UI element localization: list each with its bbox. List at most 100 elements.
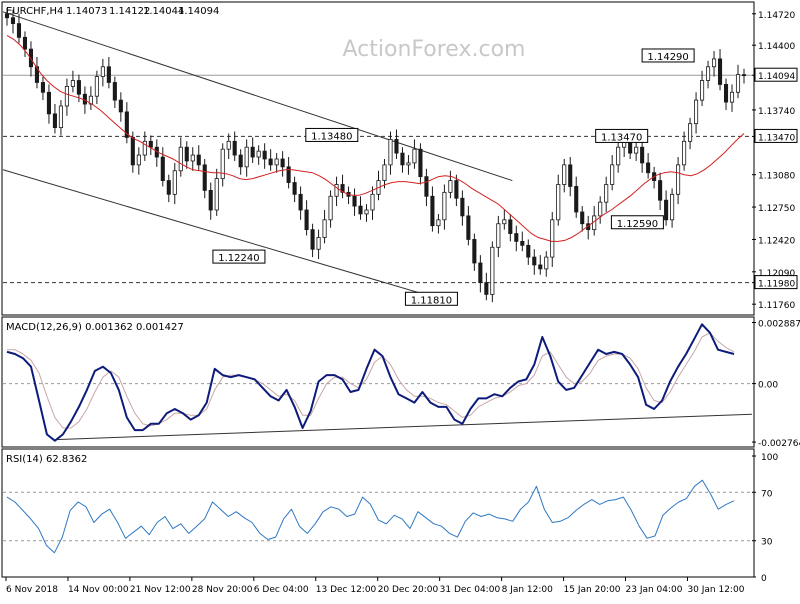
price-candle [484,272,489,301]
candle-body [394,138,399,154]
candle-body [711,58,717,68]
candle-body [250,146,255,158]
price-candle [244,139,249,177]
price-candle [466,206,471,246]
candle-body [130,137,135,166]
price-candle [58,100,63,136]
price-candle [112,76,117,108]
price-candle [723,78,729,110]
price-candle [418,143,423,185]
tick-label: 0.00 [758,381,778,391]
candle-body [340,184,345,193]
candle-body [670,193,675,221]
price-y-tick: 1.13470 [752,128,798,143]
x-axis-tick: 28 Nov 20:00 [191,577,253,595]
candle-body [418,148,423,178]
candle-body [616,146,621,166]
price-candle [190,147,195,171]
price-candle [610,155,615,191]
candle-body [700,80,705,101]
price-candle [274,153,279,173]
header-open: 1.14073 [66,6,107,17]
candle-body [58,105,63,128]
price-candle [454,174,459,207]
candle-body [178,146,183,172]
price-candle [4,7,10,26]
price-candle [436,213,441,234]
candle-body [94,76,99,97]
candle-body [22,36,28,50]
candle-body [118,99,123,113]
macd-panel-frame [1,316,755,448]
tick-label: -0.002764 [758,439,800,449]
candle-body [478,262,483,284]
candle-body [442,191,447,221]
candle-body [298,193,303,211]
candle-body [292,182,297,195]
tick-box [754,128,798,143]
candle-body [34,66,40,83]
price-candle [424,168,429,207]
annotation-box [610,215,664,230]
price-candle [700,70,705,107]
price-candle [94,70,99,105]
candle-body [64,85,69,107]
price-candle [688,117,693,150]
candle-body [364,209,369,215]
price-y-tick: 1.13740 [752,107,795,117]
tick-label: 1.14720 [758,11,795,21]
price-candle [706,60,711,89]
price-annotation: 1.13470 [595,128,649,143]
price-candle [586,215,591,240]
tick-label: 21 Nov 12:00 [130,585,191,595]
price-candle [304,200,309,236]
candle-body [717,58,723,85]
price-header: EURCHF,H4 1.14073 1.14122 1.14044 1.1409… [6,6,219,17]
price-annotation: 1.12590 [610,215,664,230]
moving-average-line [6,34,745,242]
price-candle [388,131,393,175]
candle-body [723,84,729,103]
price-candle [460,190,465,226]
candle-body [640,146,645,164]
annotation-label: 1.11810 [411,295,452,306]
macd-layer: 0.002887 0.00 -0.002764 [3,320,800,449]
price-candle [717,49,723,91]
candle-body [508,219,513,234]
candle-body [436,219,441,227]
price-candle [508,213,513,242]
price-candle [735,64,741,99]
price-y-tick: 1.13080 [752,172,795,182]
price-candle [729,84,735,112]
tick-box [754,275,798,290]
price-candle [502,210,507,230]
price-candle [124,102,129,144]
macd-signal-line [7,332,735,429]
candle-body [658,180,663,201]
candle-body [274,158,279,166]
price-candle [184,141,189,169]
price-panel-frame [1,1,755,316]
candle-body [280,158,285,168]
price-annotation: 1.11810 [404,291,458,306]
candle-body [316,237,321,250]
price-candle [280,151,285,177]
tick-label: 30 Jan 12:00 [687,585,744,595]
price-candle [298,186,303,220]
candle-body [682,140,687,166]
candle-body [562,164,567,185]
price-candle [346,186,351,205]
candle-body [52,113,57,128]
price-candle [334,176,339,207]
price-y-tick: 1.14094 [752,67,798,82]
price-candle [598,196,603,224]
candle-body [256,150,261,158]
price-candle [526,239,531,265]
price-candle [430,186,435,232]
x-axis-tick: 23 Jan 04:00 [625,577,683,595]
candle-body [460,197,465,217]
candle-body [694,99,699,125]
price-candle [154,139,159,167]
candle-body [262,150,267,160]
